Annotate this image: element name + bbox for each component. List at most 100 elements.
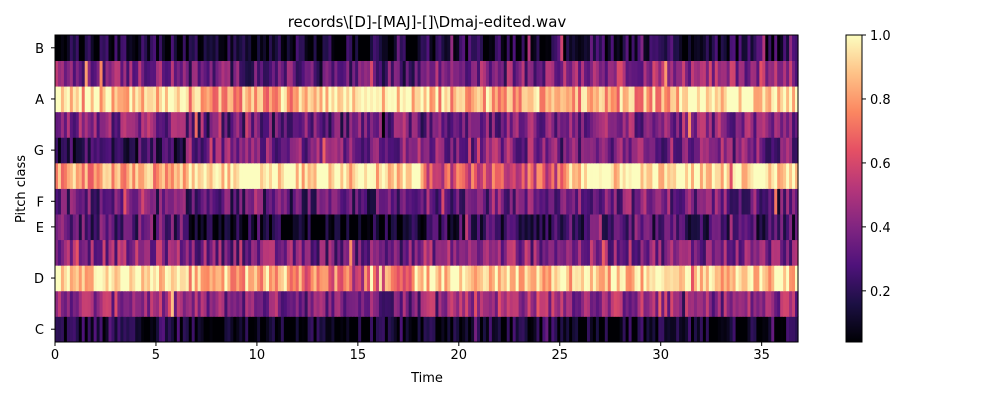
heatmap-cell-Asharp-62 xyxy=(239,60,243,87)
heatmap-cell-A-227 xyxy=(729,86,734,113)
heatmap-cell-Gsharp-190 xyxy=(619,111,624,138)
heatmap-cell-B-102 xyxy=(358,35,362,61)
heatmap-cell-Asharp-54 xyxy=(215,60,220,87)
colorbar-tick-label: 1.0 xyxy=(870,29,891,44)
heatmap-cell-Fsharp-178 xyxy=(584,162,588,189)
heatmap-cell-C-176 xyxy=(578,316,582,343)
heatmap-cell-C-208 xyxy=(673,316,677,343)
heatmap-cell-B-103 xyxy=(361,35,365,61)
heatmap-cell-F-81 xyxy=(295,188,300,215)
heatmap-cell-Fsharp-236 xyxy=(756,162,760,189)
heatmap-cell-Dsharp-104 xyxy=(364,239,368,266)
heatmap-cell-Gsharp-20 xyxy=(114,111,119,138)
heatmap-cell-Fsharp-50 xyxy=(203,162,208,189)
heatmap-cell-F-214 xyxy=(691,188,695,215)
heatmap-cell-G-31 xyxy=(147,137,151,164)
heatmap-cell-Csharp-89 xyxy=(319,290,324,317)
heatmap-cell-E-24 xyxy=(126,214,130,241)
heatmap-cell-C-71 xyxy=(266,316,270,343)
heatmap-cell-C-160 xyxy=(530,316,535,343)
heatmap-cell-A-130 xyxy=(441,86,445,113)
heatmap-cell-D-164 xyxy=(542,265,546,292)
heatmap-cell-Dsharp-244 xyxy=(780,239,784,266)
heatmap-cell-Dsharp-129 xyxy=(438,239,442,266)
heatmap-cell-G-114 xyxy=(393,137,398,164)
heatmap-cell-Fsharp-8 xyxy=(78,162,83,189)
heatmap-cell-F-163 xyxy=(539,188,544,215)
heatmap-cell-A-157 xyxy=(521,86,526,113)
heatmap-cell-Asharp-240 xyxy=(768,60,772,87)
heatmap-cell-Fsharp-226 xyxy=(726,162,731,189)
heatmap-cell-Csharp-175 xyxy=(575,290,579,317)
heatmap-cell-C-164 xyxy=(542,316,546,343)
heatmap-cell-Csharp-2 xyxy=(60,290,65,317)
heatmap-cell-C-105 xyxy=(367,316,371,343)
heatmap-cell-A-47 xyxy=(194,86,199,113)
heatmap-cell-Dsharp-53 xyxy=(212,239,217,266)
heatmap-cell-E-89 xyxy=(319,214,324,241)
heatmap-cell-Dsharp-24 xyxy=(126,239,130,266)
heatmap-cell-Gsharp-243 xyxy=(777,111,781,138)
heatmap-cell-Asharp-178 xyxy=(584,60,588,87)
heatmap-cell-E-158 xyxy=(524,214,529,241)
heatmap-cell-Csharp-202 xyxy=(655,290,659,317)
heatmap-cell-Gsharp-167 xyxy=(551,111,555,138)
heatmap-cell-B-9 xyxy=(81,35,86,61)
heatmap-cell-Gsharp-226 xyxy=(726,111,731,138)
heatmap-cell-B-178 xyxy=(584,35,588,61)
heatmap-cell-Dsharp-93 xyxy=(331,239,335,266)
heatmap-cell-Fsharp-185 xyxy=(604,162,609,189)
heatmap-cell-A-228 xyxy=(732,86,737,113)
heatmap-cell-B-203 xyxy=(658,35,662,61)
heatmap-cell-Fsharp-162 xyxy=(536,162,541,189)
heatmap-cell-D-157 xyxy=(521,265,526,292)
heatmap-cell-D-53 xyxy=(212,265,217,292)
heatmap-cell-Csharp-231 xyxy=(741,290,746,317)
heatmap-cell-B-139 xyxy=(468,35,472,61)
heatmap-cell-A-76 xyxy=(280,86,285,113)
heatmap-cell-Asharp-204 xyxy=(661,60,665,87)
heatmap-cell-G-78 xyxy=(286,137,291,164)
heatmap-cell-C-203 xyxy=(658,316,662,343)
heatmap-cell-B-123 xyxy=(420,35,425,61)
heatmap-cell-Fsharp-146 xyxy=(488,162,493,189)
heatmap-cell-B-73 xyxy=(271,35,276,61)
heatmap-cell-D-61 xyxy=(236,265,240,292)
heatmap-cell-G-158 xyxy=(524,137,529,164)
heatmap-cell-C-235 xyxy=(753,316,757,343)
heatmap-cell-C-248 xyxy=(792,316,796,343)
heatmap-cell-Asharp-172 xyxy=(566,60,570,87)
heatmap-cell-Dsharp-123 xyxy=(420,239,425,266)
heatmap-cell-F-141 xyxy=(474,188,478,215)
heatmap-cell-Gsharp-80 xyxy=(292,111,297,138)
heatmap-cell-Fsharp-209 xyxy=(676,162,680,189)
heatmap-cell-Asharp-224 xyxy=(720,60,725,87)
heatmap-cell-Csharp-52 xyxy=(209,290,214,317)
heatmap-cell-Csharp-195 xyxy=(634,290,639,317)
heatmap-cell-Dsharp-141 xyxy=(474,239,478,266)
heatmap-cell-E-112 xyxy=(387,214,392,241)
heatmap-cell-C-5 xyxy=(69,316,74,343)
heatmap-cell-Fsharp-30 xyxy=(144,162,148,189)
heatmap-cell-D-230 xyxy=(738,265,743,292)
heatmap-cell-Gsharp-89 xyxy=(319,111,324,138)
heatmap-cell-Dsharp-206 xyxy=(667,239,671,266)
heatmap-cell-D-136 xyxy=(459,265,463,292)
heatmap-cell-D-143 xyxy=(480,265,484,292)
heatmap-cell-C-19 xyxy=(111,316,116,343)
heatmap-cell-Asharp-112 xyxy=(387,60,392,87)
heatmap-cell-A-220 xyxy=(708,86,713,113)
heatmap-cell-A-212 xyxy=(685,86,689,113)
heatmap-cell-D-72 xyxy=(268,265,273,292)
heatmap-cell-F-165 xyxy=(545,188,549,215)
heatmap-cell-E-223 xyxy=(717,214,722,241)
heatmap-cell-D-244 xyxy=(780,265,784,292)
heatmap-cell-Asharp-183 xyxy=(598,60,603,87)
heatmap-cell-A-143 xyxy=(480,86,484,113)
heatmap-cell-C-23 xyxy=(123,316,127,343)
heatmap-cell-E-105 xyxy=(367,214,371,241)
heatmap-cell-Gsharp-216 xyxy=(696,111,701,138)
heatmap-cell-F-158 xyxy=(524,188,529,215)
heatmap-cell-F-204 xyxy=(661,188,665,215)
heatmap-cell-C-234 xyxy=(750,316,755,343)
